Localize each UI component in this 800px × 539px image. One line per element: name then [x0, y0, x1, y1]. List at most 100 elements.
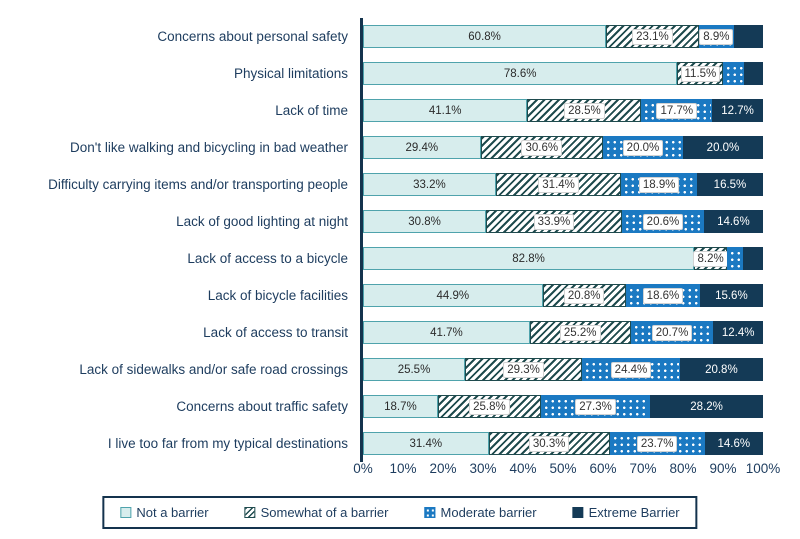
- bar-segment: 8.9%: [698, 25, 735, 48]
- bar-segment: 25.5%: [363, 358, 465, 381]
- bar-segment: 12.4%: [713, 321, 763, 344]
- bar-value-label: 33.9%: [533, 213, 575, 230]
- category-label: Lack of access to transit: [203, 325, 348, 340]
- stacked-bar: 33.2% 31.4% 18.9% 16.5%: [363, 173, 763, 196]
- chart-row: Don't like walking and bicycling in bad …: [0, 129, 800, 166]
- legend-item-somewhat-of-a-barrier: Somewhat of a barrier: [244, 505, 389, 520]
- bar-track: 41.7% 25.2% 20.7% 12.4%: [360, 314, 763, 351]
- bar-value-label: 14.6%: [717, 437, 751, 450]
- chart-row: Concerns about personal safety 60.8% 23.1%…: [0, 18, 800, 55]
- category-label: I live too far from my typical destinati…: [107, 436, 348, 451]
- bar-track: 44.9% 20.8% 18.6% 15.6%: [360, 277, 763, 314]
- bar-value-label: 31.4%: [538, 176, 579, 193]
- bar-segment: 28.2%: [650, 395, 763, 418]
- bar-segment: 28.5%: [527, 99, 642, 122]
- x-tick-label: 100%: [745, 461, 781, 476]
- bar-track: 82.8% 8.2%: [360, 240, 763, 277]
- moderate-barrier-swatch-icon: [424, 507, 436, 518]
- chart-row: Lack of access to a bicycle 82.8% 8.2%: [0, 240, 800, 277]
- bar-segment: [734, 25, 763, 48]
- x-tick-label: 10%: [389, 461, 417, 476]
- bar-value-label: 30.8%: [408, 215, 441, 228]
- bar-segment: 25.8%: [437, 395, 541, 418]
- bar-segment: 18.9%: [621, 173, 697, 196]
- bar-segment: 82.8%: [363, 247, 695, 270]
- x-axis: 0% 10% 20% 30% 40% 50% 60% 70% 80% 90% 100%: [353, 461, 780, 481]
- bar-value-label: 25.2%: [559, 324, 601, 341]
- bar-value-label: 30.6%: [521, 139, 563, 156]
- bar-value-label: 28.2%: [690, 400, 723, 413]
- bar-value-label: 20.8%: [705, 363, 738, 376]
- bar-value-label: 41.7%: [430, 326, 463, 339]
- category-label: Lack of sidewalks and/or safe road cross…: [79, 362, 348, 377]
- bar-segment: 33.2%: [363, 173, 496, 196]
- bar-segment: 14.6%: [704, 210, 763, 233]
- bar-segment: 23.1%: [606, 25, 699, 48]
- bar-segment: 15.6%: [700, 284, 763, 307]
- stacked-bar: 31.4% 30.3% 23.7% 14.6%: [363, 432, 763, 455]
- bar-track: 60.8% 23.1% 8.9%: [360, 18, 763, 55]
- bar-track: 29.4% 30.6% 20.0% 20.0%: [360, 129, 763, 166]
- bar-segment: 20.7%: [630, 321, 714, 344]
- bar-value-label: 25.8%: [469, 398, 510, 415]
- legend-item-not-a-barrier: Not a barrier: [120, 505, 209, 520]
- x-tick-label: 90%: [709, 461, 737, 476]
- stacked-bar: 60.8% 23.1% 8.9%: [363, 25, 763, 48]
- bar-segment: 20.6%: [621, 210, 705, 233]
- x-tick-label: 70%: [629, 461, 657, 476]
- bar-segment: 33.9%: [486, 210, 622, 233]
- bar-value-label: 20.0%: [622, 139, 664, 156]
- bar-value-label: 8.2%: [693, 250, 728, 267]
- x-tick-label: 0%: [353, 461, 373, 476]
- x-tick-label: 40%: [509, 461, 537, 476]
- bar-segment: 41.7%: [363, 321, 530, 344]
- x-tick-label: 30%: [469, 461, 497, 476]
- somewhat-of-a-barrier-swatch-icon: [244, 507, 256, 518]
- bar-segment: 20.0%: [682, 136, 763, 159]
- bar-segment: [726, 247, 744, 270]
- chart-row: Lack of time 41.1% 28.5% 17.7% 12.7%: [0, 92, 800, 129]
- stacked-bar: 41.1% 28.5% 17.7% 12.7%: [363, 99, 763, 122]
- bar-value-label: 31.4%: [409, 437, 443, 450]
- bar-segment: 31.4%: [363, 432, 489, 455]
- bar-value-label: 18.9%: [638, 176, 680, 193]
- stacked-bar: 41.7% 25.2% 20.7% 12.4%: [363, 321, 763, 344]
- chart-rows: Concerns about personal safety 60.8% 23.1%…: [0, 18, 800, 462]
- category-label: Lack of access to a bicycle: [187, 251, 348, 266]
- bar-value-label: 29.4%: [405, 141, 439, 154]
- category-label: Concerns about traffic safety: [176, 399, 348, 414]
- bar-segment: 11.5%: [677, 62, 724, 85]
- bar-value-label: 60.8%: [468, 30, 501, 43]
- bar-value-label: 27.3%: [575, 398, 616, 415]
- chart-row: Difficulty carrying items and/or transpo…: [0, 166, 800, 203]
- bar-segment: 29.3%: [465, 358, 583, 381]
- chart-row: Concerns about traffic safety 18.7% 25.8% 2…: [0, 388, 800, 425]
- bar-segment: 24.4%: [582, 358, 680, 381]
- legend-item-extreme-barrier: Extreme Barrier: [572, 505, 680, 520]
- chart-row: Lack of good lighting at night 30.8% 33.9%…: [0, 203, 800, 240]
- bar-segment: 20.8%: [542, 284, 626, 307]
- chart-row: I live too far from my typical destinati…: [0, 425, 800, 462]
- bar-segment: 30.6%: [480, 136, 603, 159]
- bar-segment: 30.3%: [488, 432, 610, 455]
- bar-segment: 25.2%: [529, 321, 631, 344]
- bar-value-label: 41.1%: [428, 104, 462, 117]
- bar-segment: 23.7%: [609, 432, 705, 455]
- legend-item-moderate-barrier: Moderate barrier: [424, 505, 537, 520]
- category-label: Physical limitations: [233, 66, 348, 81]
- bar-segment: 29.4%: [363, 136, 481, 159]
- bar-value-label: 20.7%: [651, 324, 693, 341]
- legend-label: Not a barrier: [136, 505, 209, 520]
- bar-segment: 20.0%: [602, 136, 683, 159]
- bar-value-label: 25.5%: [397, 363, 431, 376]
- bar-value-label: 44.9%: [436, 289, 470, 302]
- bar-value-label: 33.2%: [413, 178, 446, 191]
- category-label: Difficulty carrying items and/or transpo…: [48, 177, 348, 192]
- bar-value-label: 28.5%: [564, 102, 605, 119]
- legend-label: Extreme Barrier: [588, 505, 680, 520]
- bar-segment: 14.6%: [704, 432, 763, 455]
- bar-value-label: 12.7%: [721, 104, 754, 117]
- bar-value-label: 11.5%: [680, 65, 721, 82]
- chart-row: Lack of bicycle facilities 44.9% 20.8% 18.6…: [0, 277, 800, 314]
- bar-value-label: 20.6%: [642, 213, 684, 230]
